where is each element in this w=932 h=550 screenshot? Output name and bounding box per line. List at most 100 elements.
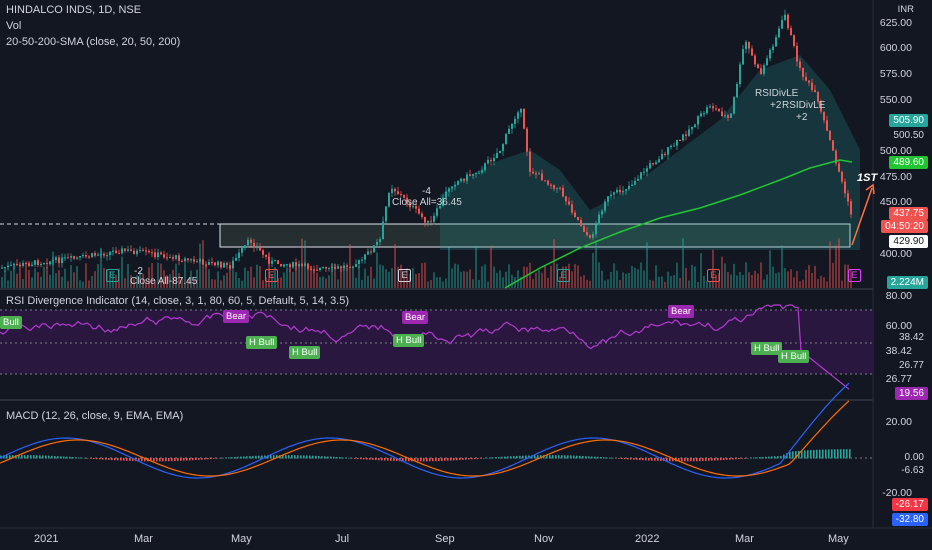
candle-body — [472, 174, 474, 176]
time-tick: Mar — [735, 533, 754, 545]
macd-hist-bar — [372, 458, 374, 460]
bull-divergence-tag: Bull — [0, 316, 22, 329]
volume-bar — [388, 271, 390, 288]
macd-hist-bar — [591, 456, 593, 459]
candle-body — [259, 247, 261, 251]
volume-bar — [655, 265, 657, 288]
rsi-line — [0, 304, 850, 390]
candle-body — [406, 197, 408, 204]
price-tick: 550.00 — [879, 94, 912, 106]
candle-body — [340, 266, 342, 268]
candle-body — [796, 45, 798, 62]
volume-bar — [208, 269, 210, 288]
candle-body — [439, 206, 441, 209]
candle-body — [1, 267, 3, 269]
macd-hist-bar — [783, 454, 785, 459]
rsi-legend[interactable]: RSI Divergence Indicator (14, close, 3, … — [6, 295, 350, 307]
candle-body — [481, 170, 483, 173]
candle-body — [514, 118, 516, 125]
candle-body — [235, 257, 237, 261]
volume-bar — [139, 270, 141, 288]
candle-body — [10, 264, 12, 266]
candle-body — [253, 242, 255, 248]
candle-body — [88, 256, 90, 258]
macd-hist-bar — [639, 458, 641, 461]
candle-body — [109, 251, 111, 256]
candle-body — [4, 267, 6, 269]
volume-bar — [583, 275, 585, 288]
candle-body — [31, 264, 33, 266]
volume-bar — [61, 276, 63, 288]
price-tick: 625.00 — [879, 17, 912, 29]
macd-hist-bar — [159, 458, 161, 462]
volume-bar — [493, 266, 495, 288]
volume-bar — [550, 265, 552, 288]
volume-bar — [580, 276, 582, 288]
earnings-marker[interactable]: E — [398, 269, 411, 282]
volume-bar — [841, 280, 843, 288]
volume-bar — [454, 263, 456, 288]
support-zone-box[interactable] — [219, 223, 851, 248]
volume-bar — [424, 262, 426, 288]
macd-hist-bar — [306, 455, 308, 459]
candle-body — [217, 261, 219, 266]
macd-hist-bar — [741, 458, 743, 459]
volume-bar — [148, 267, 150, 288]
volume-bar — [751, 275, 753, 288]
volume-bar — [757, 273, 759, 288]
candle-body — [304, 263, 306, 266]
macd-hist-bar — [681, 458, 683, 462]
volume-bar — [229, 267, 231, 288]
macd-hist-bar — [444, 458, 446, 461]
macd-hist-bar — [801, 450, 803, 459]
volume-bar — [742, 274, 744, 288]
candle-body — [34, 260, 36, 265]
candle-body — [631, 184, 633, 186]
candle-body — [151, 252, 153, 254]
macd-hist-bar — [408, 458, 410, 462]
earnings-marker[interactable]: E — [557, 269, 570, 282]
candle-body — [310, 268, 312, 270]
macd-hist-bar — [129, 458, 131, 461]
macd-hist-bar — [765, 456, 767, 459]
earnings-marker[interactable]: E — [106, 269, 119, 282]
macd-hist-bar — [615, 458, 617, 459]
volume-bar — [646, 242, 648, 288]
volume-bar — [223, 275, 225, 288]
candle-body — [688, 129, 690, 136]
candle-body — [211, 262, 213, 264]
sma-legend[interactable]: 20-50-200-SMA (close, 20, 50, 200) — [6, 36, 181, 48]
candle-body — [445, 191, 447, 198]
macd-hist-bar — [717, 458, 719, 461]
earnings-marker[interactable]: E — [265, 269, 278, 282]
macd-hist-bar — [579, 455, 581, 459]
volume-bar — [268, 252, 270, 288]
candle-body — [166, 257, 168, 259]
hidden-bull-tag: H Bull — [751, 342, 783, 355]
volume-bar — [415, 273, 417, 288]
volume-bar — [850, 268, 852, 288]
volume-bar — [46, 267, 48, 288]
volume-bar — [433, 272, 435, 288]
volume-bar — [712, 249, 714, 288]
symbol-legend[interactable]: HINDALCO INDS, 1D, NSE — [6, 4, 142, 16]
volume-bar — [811, 272, 813, 288]
macd-hist-bar — [114, 458, 116, 461]
volume-bar — [643, 270, 645, 288]
volume-bar — [538, 270, 540, 288]
volume-bar — [559, 276, 561, 288]
earnings-marker[interactable]: E — [848, 269, 861, 282]
candle-body — [301, 263, 303, 266]
candle-body — [115, 250, 117, 254]
macd-hist-bar — [39, 455, 41, 459]
volume-bar — [772, 266, 774, 288]
volume-bar — [199, 243, 201, 288]
volume-bar — [322, 276, 324, 288]
earnings-marker[interactable]: E — [707, 269, 720, 282]
volume-legend[interactable]: Vol — [6, 20, 22, 32]
macd-hist-bar — [207, 458, 209, 460]
macd-legend[interactable]: MACD (12, 26, close, 9, EMA, EMA) — [6, 410, 184, 422]
macd-hist-bar — [477, 458, 479, 459]
